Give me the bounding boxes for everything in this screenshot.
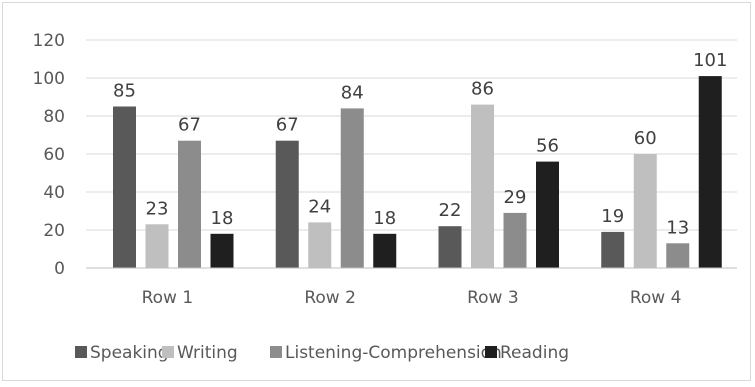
y-tick-label: 100 xyxy=(33,69,65,89)
bar-reading xyxy=(536,161,559,268)
bar-speaking xyxy=(275,140,299,268)
x-category-label: Row 4 xyxy=(630,288,682,308)
bar-speaking xyxy=(113,106,136,268)
data-label: 101 xyxy=(693,50,727,71)
data-label: 67 xyxy=(178,115,201,136)
y-tick-label: 60 xyxy=(43,145,65,165)
data-label: 24 xyxy=(308,196,331,217)
legend-label: Listening-Comprehension xyxy=(285,343,502,363)
chart-frame: 0 20 40 60 80 100 120 85 23 67 18 67 24 84 18 22 86 29 56… xyxy=(2,2,751,381)
bar-reading xyxy=(210,233,234,268)
legend-swatch xyxy=(270,346,282,358)
legend: Speaking Writing Listening-ComprehensionRe… xyxy=(75,343,569,363)
legend-label: Reading xyxy=(500,343,569,363)
data-label: 18 xyxy=(211,208,234,229)
x-category-label: Row 1 xyxy=(142,288,194,308)
bars xyxy=(113,76,722,269)
y-tick-label: 0 xyxy=(54,259,65,279)
x-category-label: Row 3 xyxy=(467,288,519,308)
legend-label: Writing xyxy=(177,343,238,363)
data-label: 29 xyxy=(504,187,527,208)
legend-label: Speaking xyxy=(90,343,169,363)
bar-writing xyxy=(633,154,657,268)
bar-writing xyxy=(471,104,494,268)
data-label: 18 xyxy=(373,208,396,229)
data-label: 85 xyxy=(113,81,136,102)
bar-chart: 0 20 40 60 80 100 120 85 23 67 18 67 24 84 18 22 86 29 56… xyxy=(33,31,737,363)
y-axis-labels: 0 20 40 60 80 100 120 xyxy=(33,31,65,279)
data-label: 19 xyxy=(601,206,624,227)
x-axis: Row 1 Row 2 Row 3 Row 4 xyxy=(86,267,737,308)
data-label: 67 xyxy=(276,115,299,136)
bar-listening-comprehension xyxy=(666,243,690,268)
data-label: 22 xyxy=(439,200,462,221)
bar-reading xyxy=(698,76,722,268)
y-tick-label: 80 xyxy=(43,107,65,127)
bar-listening-comprehension xyxy=(340,108,364,269)
y-tick-label: 120 xyxy=(33,31,65,51)
data-label: 23 xyxy=(146,198,169,219)
bar-speaking xyxy=(601,231,625,268)
bar-reading xyxy=(373,233,397,268)
bar-writing xyxy=(308,222,332,268)
legend-swatch xyxy=(75,346,87,358)
bar-speaking xyxy=(438,226,462,268)
data-label: 13 xyxy=(666,217,689,238)
bar-writing xyxy=(145,224,169,268)
y-tick-label: 40 xyxy=(43,183,65,203)
data-label: 56 xyxy=(536,136,559,157)
bar-listening-comprehension xyxy=(503,212,527,268)
bar-listening-comprehension xyxy=(178,140,201,268)
data-labels: 85 23 67 18 67 24 84 18 22 86 29 56 19 60 13 101 xyxy=(113,50,727,238)
legend-swatch xyxy=(162,346,174,358)
x-category-label: Row 2 xyxy=(304,288,356,308)
legend-swatch xyxy=(485,346,497,358)
data-label: 60 xyxy=(634,128,657,149)
y-tick-label: 20 xyxy=(43,221,65,241)
data-label: 86 xyxy=(471,79,494,100)
data-label: 84 xyxy=(341,82,364,103)
